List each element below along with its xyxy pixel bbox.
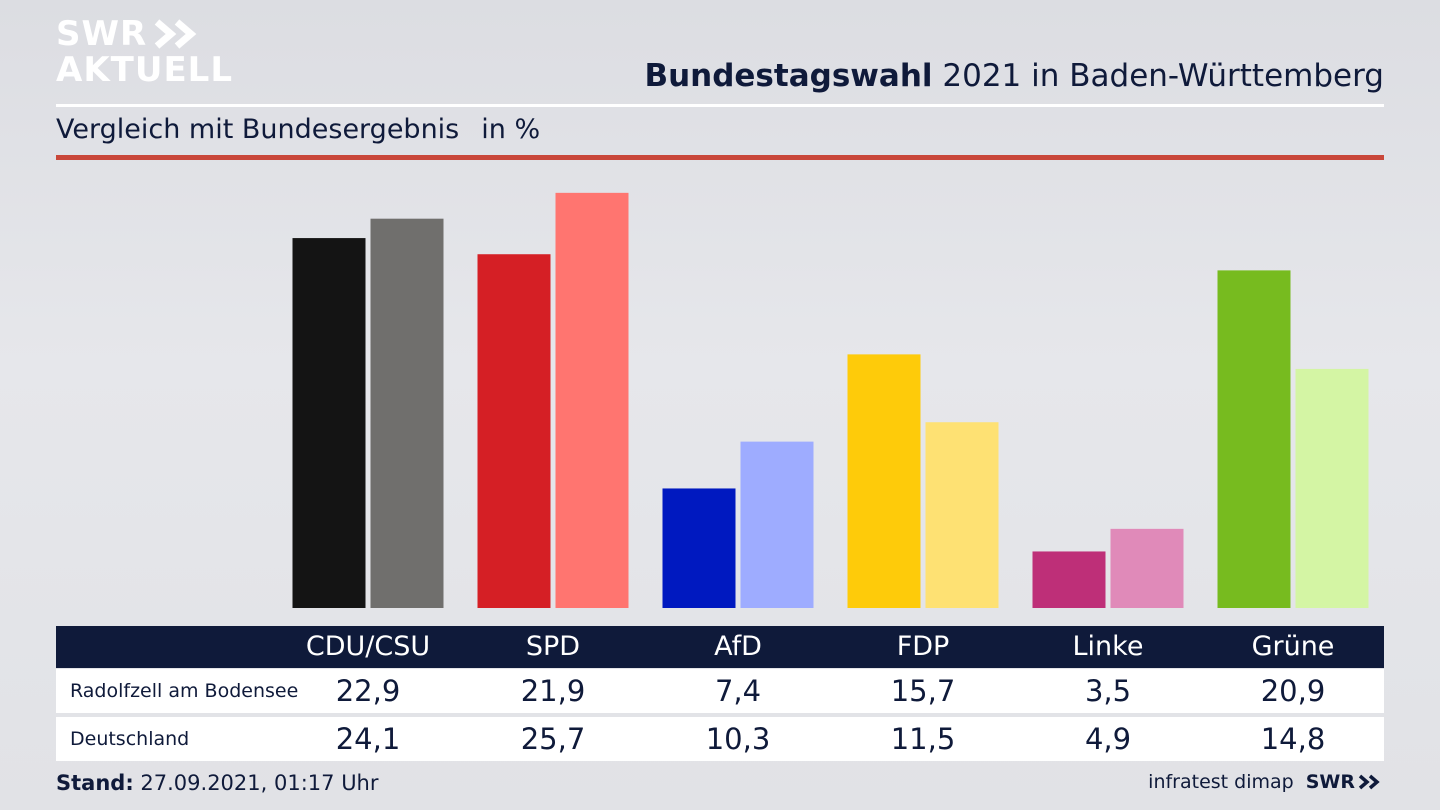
bar-chart — [292, 192, 1369, 609]
category-label-linke: Linke — [1072, 631, 1144, 662]
header-divider — [56, 104, 1384, 107]
row-label-national: Deutschland — [70, 728, 190, 750]
bar-region-linke — [1032, 551, 1106, 608]
footer-swr-text: SWR — [1305, 771, 1355, 793]
value-region-cdu-csu: 22,9 — [335, 674, 401, 708]
subtitle-text: Vergleich mit Bundesergebnis — [56, 114, 460, 145]
swr-aktuell-logo: SWR AKTUELL — [56, 16, 233, 88]
table-row-region: Radolfzell am Bodensee 22,9 21,9 7,4 15,7 3,… — [56, 669, 1384, 713]
category-label-cdu-csu: CDU/CSU — [305, 631, 431, 662]
value-national-cdu-csu: 24,1 — [335, 722, 401, 756]
footer-swr-logo: SWR — [1306, 771, 1384, 793]
page-title: Bundestagswahl 2021 in Baden-Württemberg — [644, 58, 1384, 94]
subtitle: Vergleich mit Bundesergebnis in % — [56, 114, 540, 145]
value-national-afd: 10,3 — [705, 722, 771, 756]
bar-region-cdu-csu — [292, 238, 366, 609]
bar-national-cdu-csu — [370, 218, 444, 608]
value-region-gr-ne: 20,9 — [1260, 674, 1326, 708]
unit-label: in % — [481, 114, 541, 145]
category-label-gr-ne: Grüne — [1251, 631, 1335, 662]
value-region-fdp: 15,7 — [890, 674, 956, 708]
subtitle-divider — [56, 155, 1384, 160]
bar-national-gr-ne — [1295, 368, 1369, 608]
timestamp: Stand: 27.09.2021, 01:17 Uhr — [56, 771, 379, 795]
value-region-afd: 7,4 — [714, 674, 762, 708]
timestamp-label: Stand: — [56, 771, 134, 795]
title-bold: Bundestagswahl — [644, 58, 933, 94]
table-header: CDU/CSU SPD AfD FDP Linke Grüne — [56, 626, 1384, 668]
category-label-spd: SPD — [525, 631, 581, 662]
bar-national-afd — [740, 441, 814, 608]
bar-national-spd — [555, 192, 629, 608]
value-region-spd: 21,9 — [520, 674, 586, 708]
source-text: infratest dimap — [1148, 771, 1294, 793]
bar-national-linke — [1110, 528, 1184, 608]
bar-region-afd — [662, 488, 736, 608]
bar-region-gr-ne — [1217, 270, 1291, 608]
row-label-region: Radolfzell am Bodensee — [70, 680, 299, 702]
timestamp-value: 27.09.2021, 01:17 Uhr — [140, 771, 379, 795]
bar-region-spd — [477, 254, 551, 608]
value-national-linke: 4,9 — [1084, 722, 1132, 756]
category-label-fdp: FDP — [896, 631, 950, 662]
title-rest: 2021 in Baden-Württemberg — [942, 58, 1384, 94]
logo-chevrons-icon — [154, 19, 197, 49]
bar-region-fdp — [847, 354, 921, 608]
value-national-gr-ne: 14,8 — [1260, 722, 1326, 756]
value-region-linke: 3,5 — [1084, 674, 1132, 708]
logo-swr-text: SWR — [56, 14, 148, 54]
value-national-fdp: 11,5 — [890, 722, 956, 756]
footer-chevrons-icon — [1358, 774, 1380, 790]
category-label-afd: AfD — [714, 631, 762, 662]
bar-national-fdp — [925, 422, 999, 608]
logo-aktuell-text: AKTUELL — [56, 50, 234, 90]
source-credit: infratest dimap SWR — [1148, 771, 1384, 793]
value-national-spd: 25,7 — [520, 722, 586, 756]
table-row-national: Deutschland 24,1 25,7 10,3 11,5 4,9 14,8 — [56, 717, 1384, 761]
